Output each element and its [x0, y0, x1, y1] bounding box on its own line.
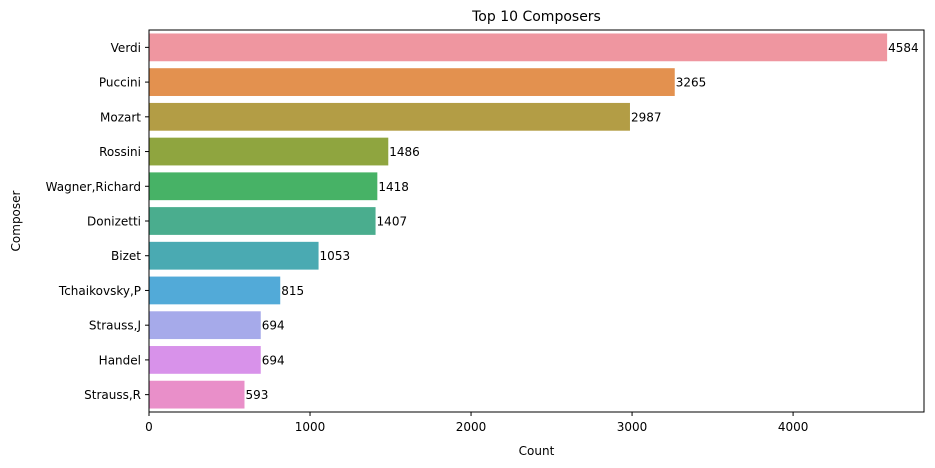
bar-puccini [149, 68, 675, 96]
x-tick-label: 1000 [295, 420, 326, 434]
x-axis-label: Count [519, 444, 555, 458]
y-tick-label: Donizetti [87, 215, 141, 229]
y-tick-label: Handel [99, 353, 141, 367]
bar-strauss-j [149, 311, 261, 340]
y-tick-label: Mozart [100, 110, 141, 124]
y-tick-label: Tchaikovsky,P [58, 284, 141, 298]
y-tick-label: Strauss,R [84, 388, 141, 402]
bar-mozart [149, 102, 630, 131]
plot-frame [148, 29, 925, 413]
data-label: 2987 [631, 110, 662, 124]
plot-border [148, 29, 925, 413]
data-label: 1418 [378, 180, 409, 194]
x-tick-label: 2000 [456, 420, 487, 434]
data-label: 815 [281, 284, 304, 298]
bar-strauss-r [149, 380, 245, 409]
x-ticks: 0 1000 2000 3000 4000 [145, 412, 808, 434]
chart-title: Top 10 Composers [471, 9, 601, 25]
bars-group [149, 33, 888, 409]
data-label: 1486 [389, 145, 420, 159]
data-label: 1407 [377, 215, 408, 229]
y-tick-label: Verdi [111, 41, 141, 55]
y-axis-label: Composer [9, 190, 23, 251]
y-tick-label: Puccini [99, 76, 141, 90]
bar-handel [149, 346, 261, 374]
x-tick-label: 4000 [778, 420, 809, 434]
data-label: 593 [245, 388, 268, 402]
data-label: 4584 [888, 41, 919, 55]
data-label: 3265 [676, 76, 707, 90]
bar-tchaikovsky-p [149, 276, 281, 305]
data-label: 694 [262, 353, 285, 367]
x-tick-label: 3000 [617, 420, 648, 434]
y-tick-label: Bizet [111, 249, 141, 263]
bar-rossini [149, 137, 389, 166]
bar-bizet [149, 241, 319, 270]
y-tick-label: Rossini [99, 145, 141, 159]
data-label: 1053 [320, 249, 351, 263]
bar-donizetti [149, 207, 376, 235]
x-tick-label: 0 [145, 420, 153, 434]
data-label: 694 [262, 319, 285, 333]
y-tick-label: Wagner,Richard [46, 180, 141, 194]
y-tick-labels: Verdi Puccini Mozart Rossini Wagner,Richard D… [46, 41, 149, 402]
bar-verdi [149, 33, 888, 62]
y-tick-label: Strauss,J [89, 319, 141, 333]
data-labels: 4584 3265 2987 1486 1418 1407 1053 815 694 694 593 [245, 41, 918, 402]
bar-wagner-richard [149, 172, 378, 201]
